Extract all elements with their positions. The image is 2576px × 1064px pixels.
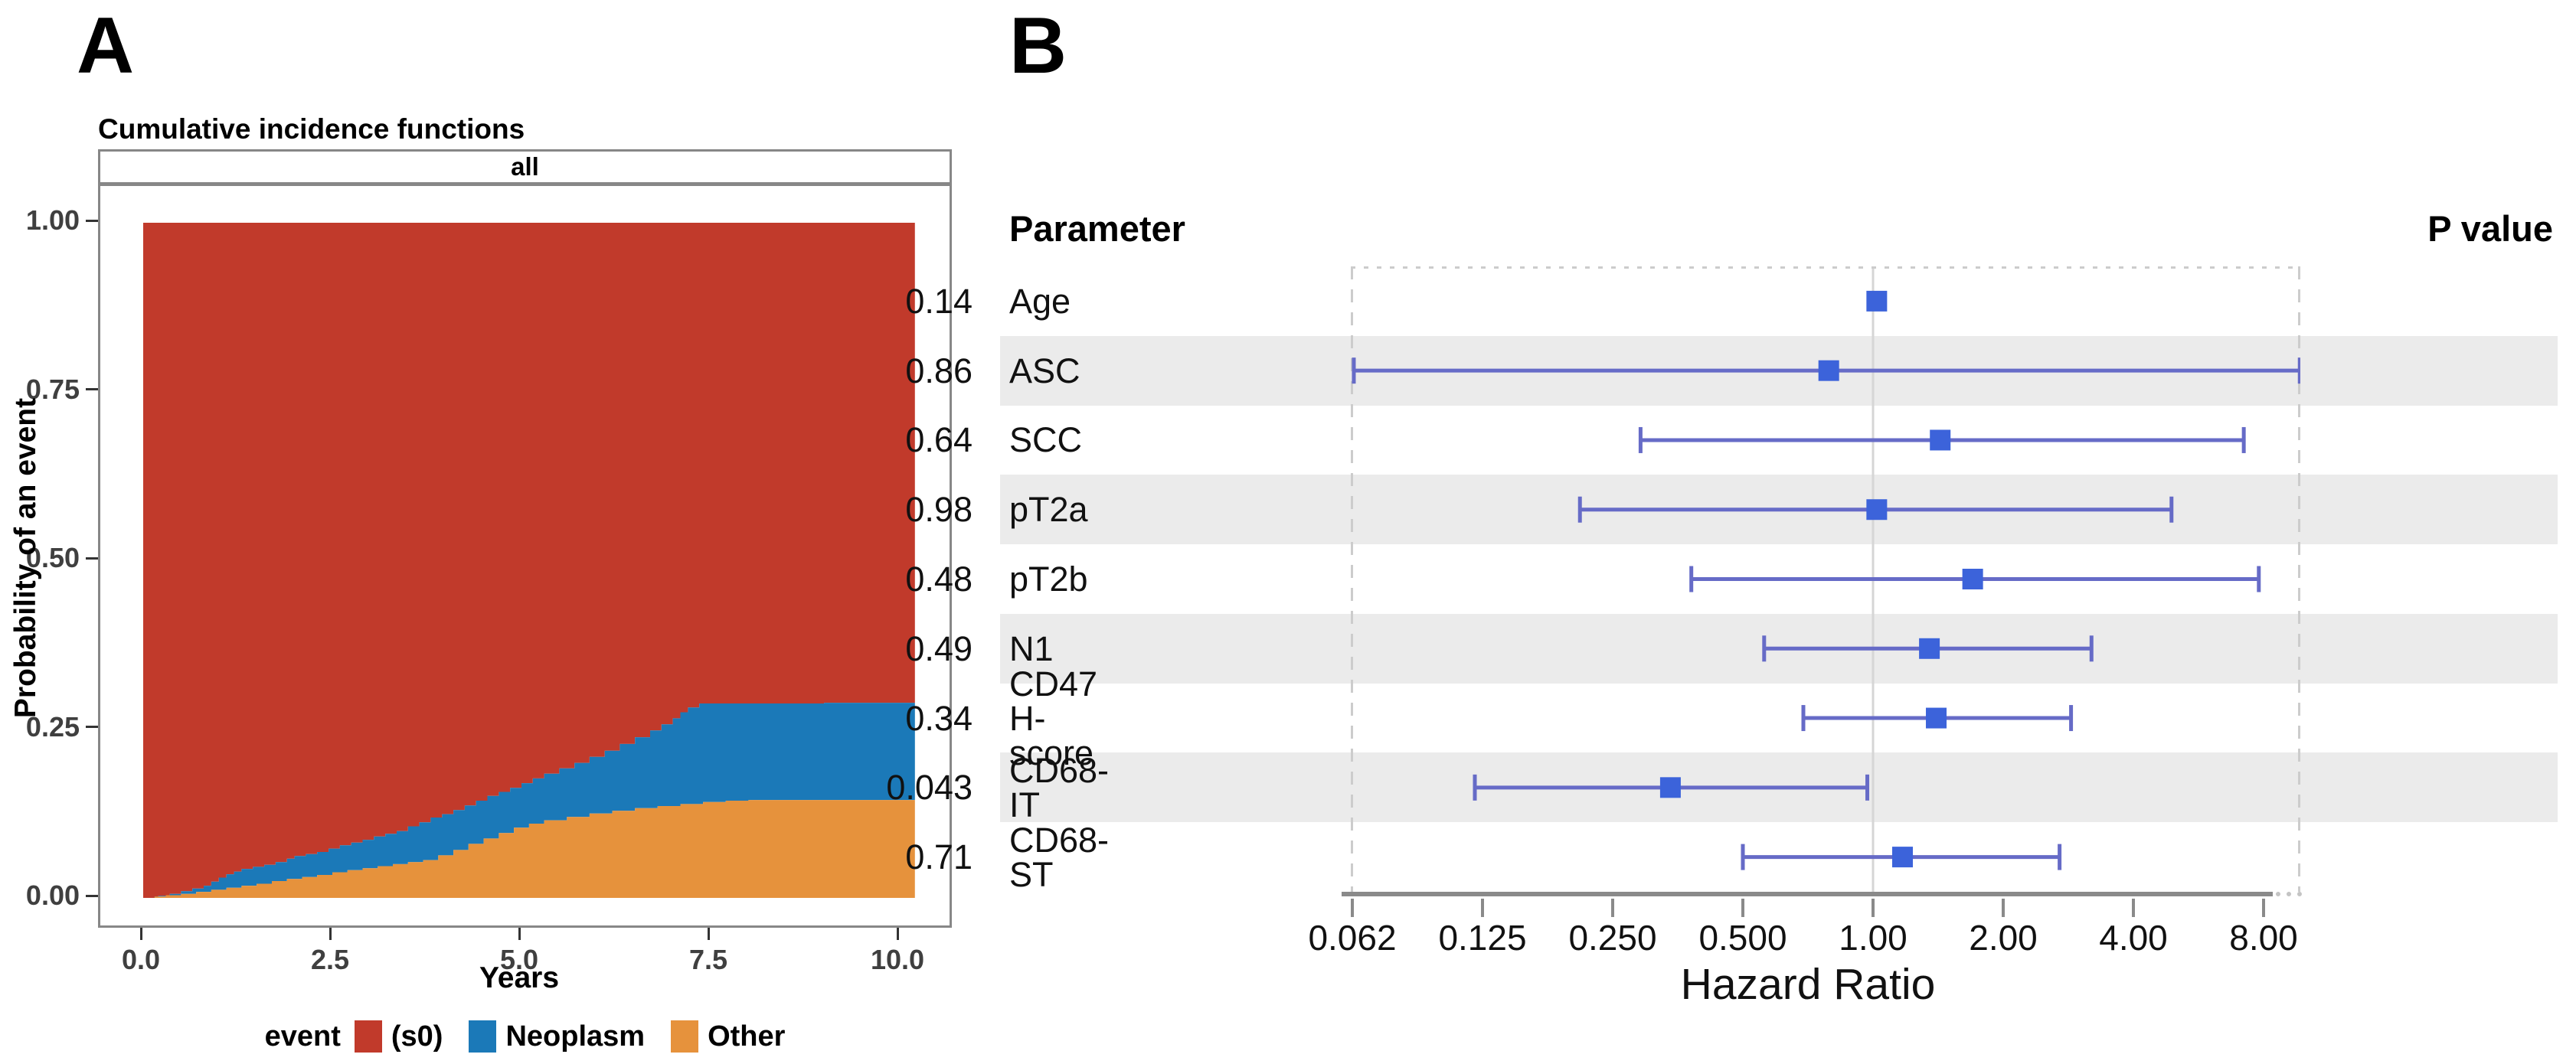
column-header-p-value: P value [2427, 207, 2553, 249]
x-tick-mark [896, 928, 899, 940]
forest-row-parameter-label: N1 [1009, 628, 1054, 668]
forest-axis-tick-label: 0.250 [1568, 918, 1657, 958]
forest-row-p-value: 0.14 [905, 281, 973, 321]
forest-plot [1351, 266, 2300, 892]
x-tick-label: 2.5 [310, 944, 350, 975]
forest-row-p-value: 0.71 [905, 837, 973, 877]
forest-axis-tick-label: 2.00 [1969, 918, 2038, 958]
forest-axis-tick-mark [1741, 899, 1744, 917]
forest-row-p-value: 0.49 [905, 628, 973, 668]
legend-swatch-icon [354, 1020, 382, 1053]
hr-point-square [1866, 290, 1888, 312]
y-tick-mark [86, 388, 98, 390]
y-tick-mark [86, 219, 98, 222]
y-tick-mark [86, 556, 98, 560]
legend-item-label: Neoplasm [505, 1020, 646, 1053]
forest-axis-tick-label: 1.00 [1839, 918, 1907, 958]
forest-axis-tick-mark [2262, 899, 2265, 917]
forest-axis-line [1342, 892, 2273, 896]
forest-axis-tick-label: 8.00 [2229, 918, 2298, 958]
forest-row-p-value: 0.64 [905, 420, 973, 460]
y-tick-label: 0.50 [25, 542, 80, 573]
area-s0 [143, 223, 915, 898]
cif-legend: event (s0) Neoplasm Other [98, 1015, 952, 1058]
forest-row-p-value: 0.86 [905, 351, 973, 390]
legend-title: event [264, 1020, 341, 1053]
cif-chart-title: Cumulative incidence functions [98, 113, 525, 145]
legend-item: (s0) [354, 1020, 443, 1053]
panel-b: B Parameter P value Age ASC SCC pT2a pT2b N1 C… [886, 0, 2576, 1064]
forest-row-parameter-label: pT2b [1009, 560, 1088, 599]
legend-item: Other [671, 1020, 785, 1053]
column-header-parameter: Parameter [1009, 207, 1185, 249]
hr-point-square [1659, 777, 1681, 798]
x-tick-label: 10.0 [870, 944, 925, 975]
forest-row-p-value: 0.34 [905, 698, 973, 738]
forest-axis-tick-label: 0.062 [1308, 918, 1397, 958]
hr-point-square [1866, 499, 1888, 521]
panel-a: A Cumulative incidence functions all 1.0… [0, 0, 995, 1064]
hr-point-square [1930, 429, 1951, 451]
hr-point-square [1818, 360, 1839, 381]
forest-axis-tick-label: 0.500 [1698, 918, 1787, 958]
hr-point-square [1926, 707, 1947, 729]
facet-strip: all [98, 149, 952, 184]
panel-b-letter: B [1009, 2, 1069, 90]
forest-row-p-value: 0.48 [905, 560, 973, 599]
x-tick-mark [707, 928, 710, 940]
forest-row-parameter-label: CD47 H-score [1009, 664, 1098, 770]
forest-row-parameter-label: Age [1009, 281, 1071, 321]
y-tick-mark [86, 894, 98, 897]
x-tick-mark [139, 928, 142, 940]
legend-item: Neoplasm [469, 1020, 645, 1053]
panel-a-letter: A [77, 2, 136, 90]
x-tick-mark [518, 928, 521, 940]
area-other [143, 800, 915, 898]
forest-axis-tick-label: 4.00 [2099, 918, 2168, 958]
forest-x-axis-title: Hazard Ratio [1680, 960, 1936, 1009]
y-tick-label: 0.25 [25, 710, 80, 743]
forest-axis-tick-mark [2002, 899, 2005, 917]
x-tick-mark [329, 928, 332, 940]
legend-swatch-icon [671, 1020, 699, 1053]
x-tick-label: 7.5 [688, 944, 728, 975]
forest-axis-tick-mark [1481, 899, 1484, 917]
y-tick-label: 1.00 [25, 204, 80, 236]
y-tick-mark [86, 726, 98, 728]
y-tick-label: 0.00 [25, 880, 80, 911]
area-neoplasm [143, 703, 915, 898]
forest-row-parameter-label: CD68-ST [1009, 820, 1110, 894]
legend-item-label: (s0) [391, 1020, 443, 1053]
forest-row-parameter-label: SCC [1009, 420, 1083, 460]
forest-axis-tick-mark [2132, 899, 2135, 917]
forest-row-parameter-label: pT2a [1009, 490, 1088, 530]
forest-row-parameter-label: ASC [1009, 351, 1080, 390]
legend-item-label: Other [708, 1020, 786, 1053]
hr-point-square [1919, 638, 1940, 659]
forest-row-p-value: 0.98 [905, 490, 973, 530]
y-tick-label: 0.75 [25, 373, 80, 405]
cif-x-axis-title: Years [479, 961, 560, 994]
forest-axis-line-dotted-tail [2276, 892, 2302, 896]
cif-plot-panel [98, 184, 952, 928]
hr-point-square [1892, 847, 1914, 868]
legend-swatch-icon [469, 1020, 497, 1053]
facet-label: all [511, 152, 539, 181]
forest-axis-tick-label: 0.125 [1438, 918, 1527, 958]
forest-axis-tick-mark [1611, 899, 1614, 917]
cif-stacked-area-chart [143, 223, 915, 898]
forest-row-parameter-label: CD68-IT [1009, 750, 1110, 824]
x-tick-label: 0.0 [121, 944, 161, 975]
x-tick-label: 5.0 [499, 944, 539, 975]
hr-point-square [1962, 569, 1983, 589]
forest-axis-tick-mark [1872, 899, 1875, 917]
forest-axis-tick-mark [1351, 899, 1354, 917]
forest-row-p-value: 0.043 [886, 768, 973, 808]
